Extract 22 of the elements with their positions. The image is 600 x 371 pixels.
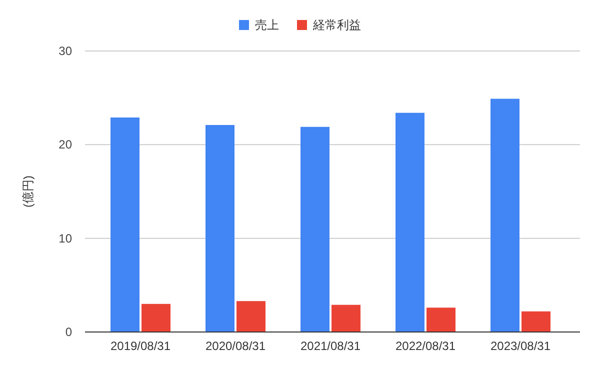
x-tick-label: 2020/08/31 xyxy=(205,339,266,353)
legend-label: 経常利益 xyxy=(312,18,361,32)
y-tick-label: 10 xyxy=(58,231,72,246)
x-tick-label: 2023/08/31 xyxy=(490,339,551,353)
bar xyxy=(110,118,140,332)
bar xyxy=(206,124,234,332)
bar xyxy=(300,126,330,332)
x-tick-label: 2022/08/31 xyxy=(395,339,456,353)
y-axis-title: (億円) xyxy=(21,176,35,208)
y-tick-label: 30 xyxy=(58,44,72,58)
bar xyxy=(426,308,456,332)
bar xyxy=(236,301,266,332)
bar xyxy=(396,112,424,332)
x-tick-label: 2021/08/31 xyxy=(300,339,361,353)
y-tick-label: 20 xyxy=(58,138,72,152)
bar xyxy=(490,98,520,332)
bar xyxy=(522,311,550,332)
bar xyxy=(142,304,170,332)
bar xyxy=(332,304,360,332)
x-tick-label: 2019/08/31 xyxy=(110,339,171,353)
legend-label: 売上 xyxy=(255,18,279,32)
y-tick-label: 0 xyxy=(65,325,72,339)
